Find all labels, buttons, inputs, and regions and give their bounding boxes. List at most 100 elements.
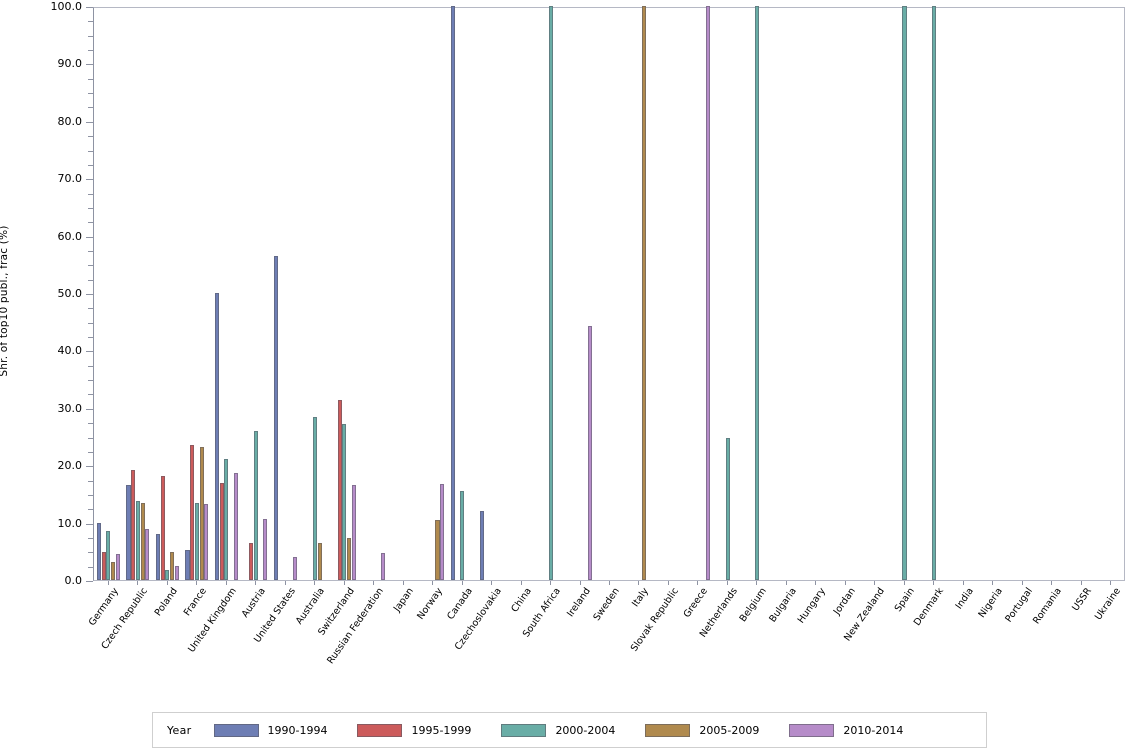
bar	[101, 551, 106, 580]
y-tick-major	[86, 351, 93, 353]
x-tick	[107, 581, 109, 585]
x-tick-label-text: Sweden	[591, 585, 622, 623]
y-tick-major	[86, 581, 93, 582]
y-tick-label: 80.0	[57, 114, 83, 128]
bar	[931, 6, 937, 580]
y-tick-label: 20.0	[57, 459, 83, 473]
bar	[131, 470, 136, 580]
x-tick-label-text: Japan	[391, 585, 416, 614]
x-tick-label-text: Hungary	[796, 585, 829, 626]
y-tick-label: 100.0	[50, 0, 83, 13]
x-tick-label-text: Jordan	[831, 585, 858, 617]
y-tick-major	[86, 236, 93, 238]
bar	[253, 430, 258, 580]
x-tick-label-text: Nigeria	[976, 585, 1006, 621]
bar	[219, 483, 224, 580]
x-tick	[373, 581, 375, 585]
y-tick-major	[86, 466, 93, 468]
y-tick-minor	[88, 494, 93, 496]
x-tick	[550, 581, 552, 585]
bar	[705, 6, 710, 580]
x-tick	[903, 581, 905, 585]
x-tick-label-text: Romania	[1031, 585, 1065, 627]
legend-swatch	[213, 723, 259, 737]
legend-entries: 1990-1994 1995-1999 2000-2004 2005-2009 2010…	[213, 723, 934, 737]
bar	[480, 510, 485, 580]
y-tick-minor	[88, 322, 93, 324]
y-tick-minor	[88, 365, 93, 367]
x-tick	[962, 581, 964, 585]
y-tick-minor	[88, 93, 93, 95]
x-tick	[491, 581, 493, 585]
x-tick	[844, 581, 846, 585]
legend-entry[interactable]: 2000-2004	[501, 723, 616, 737]
bar	[155, 533, 161, 580]
y-tick-minor	[88, 193, 93, 195]
x-tick-label-text: Portugal	[1003, 585, 1035, 625]
y-tick-label: 90.0	[57, 57, 83, 71]
bar	[450, 6, 455, 580]
legend-entry[interactable]: 1990-1994	[213, 723, 328, 737]
bar	[351, 484, 356, 580]
x-tick	[1110, 581, 1112, 585]
y-tick-major	[86, 179, 93, 181]
x-tick-label-text: Ukraine	[1093, 585, 1124, 623]
legend-label: 1990-1994	[267, 723, 328, 737]
x-tick	[402, 581, 404, 585]
y-tick-minor	[88, 78, 93, 80]
bar	[204, 504, 209, 580]
bar	[194, 503, 199, 580]
x-tick-label-text: Bulgaria	[767, 585, 799, 625]
y-tick-major	[86, 523, 93, 525]
bar	[342, 423, 347, 580]
x-tick	[756, 581, 758, 585]
legend-entry[interactable]: 2005-2009	[645, 723, 759, 737]
legend-entry[interactable]: 2010-2014	[789, 723, 903, 737]
bar	[292, 557, 297, 580]
x-tick-label-text: France	[181, 585, 210, 619]
bar	[140, 502, 145, 580]
bar	[190, 444, 195, 580]
bar	[170, 552, 175, 580]
bar	[263, 518, 268, 580]
y-tick-minor	[88, 308, 93, 310]
bar	[317, 542, 322, 580]
bar	[111, 561, 116, 580]
bar	[641, 6, 646, 580]
x-tick	[992, 581, 994, 585]
legend-title: Year	[167, 723, 192, 737]
legend-swatch	[357, 723, 403, 737]
bar	[135, 500, 140, 580]
x-tick	[1051, 581, 1053, 585]
y-tick-minor	[88, 107, 93, 109]
y-tick-minor	[88, 509, 93, 511]
x-tick	[579, 581, 581, 585]
x-tick-label-text: Poland	[152, 585, 180, 619]
bar	[115, 553, 120, 580]
bar	[233, 472, 238, 580]
x-tick-label-text: Italy	[630, 585, 652, 610]
x-tick	[1080, 581, 1082, 585]
x-tick-label-text: Belgium	[738, 585, 770, 625]
y-tick-major	[86, 7, 93, 8]
bar	[273, 255, 278, 580]
bar	[337, 400, 342, 580]
x-tick-label-text: Ireland	[564, 585, 593, 620]
bar	[145, 528, 150, 580]
y-tick-label: 50.0	[57, 287, 83, 300]
bar	[346, 537, 352, 580]
x-tick	[284, 581, 286, 585]
x-tick	[667, 581, 669, 585]
x-tick-label-text: Russian Federation	[325, 585, 387, 667]
legend-entry[interactable]: 1995-1999	[357, 723, 471, 737]
bar	[214, 293, 219, 580]
x-tick-label-text: Austria	[239, 585, 269, 620]
bar	[106, 530, 111, 580]
legend-label: 2000-2004	[555, 723, 616, 737]
bar	[249, 542, 254, 580]
x-tick-label-text: USSR	[1070, 585, 1094, 614]
y-tick-major	[86, 121, 93, 123]
bar	[755, 6, 760, 580]
y-tick-minor	[88, 423, 93, 425]
x-tick	[874, 581, 876, 585]
